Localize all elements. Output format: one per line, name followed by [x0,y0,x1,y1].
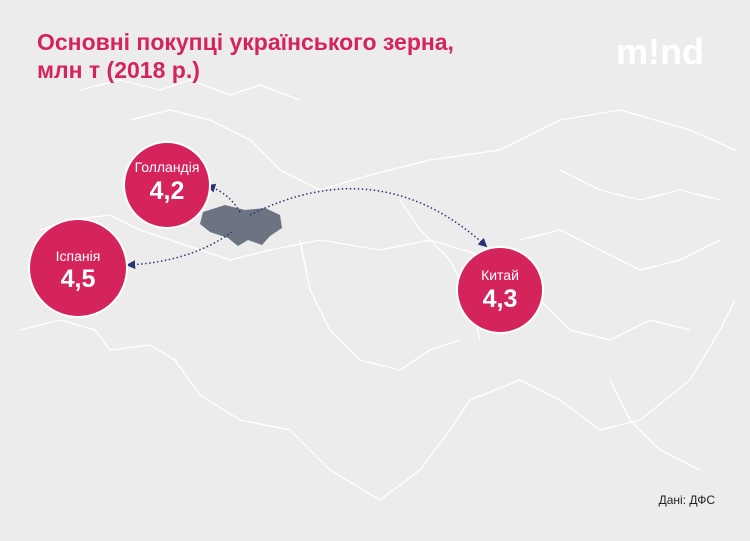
title-line: млн т (2018 р.) [37,57,200,83]
bubble: Іспанія 4,5 [28,218,128,318]
source: Дані: ДФС [659,493,716,507]
value-label: 4,3 [483,285,518,313]
value-label: 4,2 [150,177,185,205]
map-outlines [19,79,736,501]
country-label: Іспанія [56,248,101,264]
logo: m!nd [616,31,704,72]
bubble-circle [28,218,128,318]
route-line [249,188,488,248]
route-line [126,231,233,270]
bubble: Китай 4,3 [456,246,544,334]
value-label: 4,5 [61,265,96,293]
ukraine [200,205,282,246]
bubble-circle [456,246,544,334]
country-label: Китай [481,267,519,283]
country-label: Голландія [135,159,200,175]
title-line: Основні покупці українського зерна, [37,29,454,55]
bubble: Голландія 4,2 [123,141,211,229]
bubble-circle [123,141,211,229]
